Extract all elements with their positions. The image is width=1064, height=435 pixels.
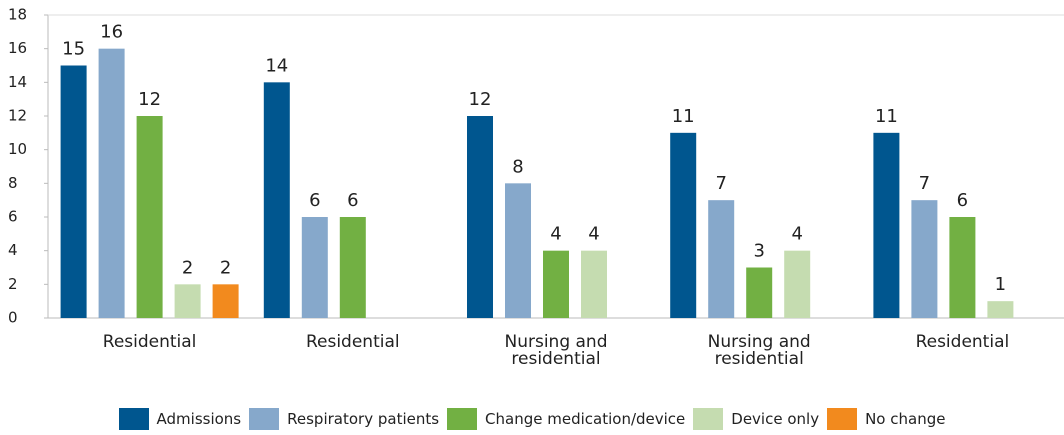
bar [708, 200, 735, 318]
data-label: 12 [469, 89, 492, 110]
y-tick-label: 4 [8, 241, 18, 259]
legend-label: Admissions [156, 410, 242, 428]
data-label: 7 [715, 173, 726, 194]
data-label: 3 [753, 241, 764, 262]
y-tick-label: 18 [8, 6, 27, 24]
legend-swatch [447, 408, 478, 430]
data-label: 14 [265, 55, 288, 76]
bar [174, 284, 201, 318]
data-label: 8 [512, 156, 523, 177]
data-label: 15 [62, 39, 85, 60]
y-tick-label: 10 [8, 140, 27, 158]
legend-item: No change [827, 408, 945, 430]
bar [467, 116, 493, 318]
bar [911, 200, 938, 318]
y-tick-label: 14 [8, 73, 27, 91]
x-tick-label: Residential [915, 332, 1010, 352]
bar [949, 217, 976, 318]
bar [746, 267, 773, 318]
legend-label: Respiratory patients [287, 410, 440, 428]
bar [670, 132, 697, 318]
data-label: 4 [791, 224, 802, 245]
y-tick-label: 6 [8, 208, 18, 226]
bar [339, 217, 366, 318]
legend-item: Device only [693, 408, 819, 430]
x-tick-label: Residential [305, 332, 400, 352]
x-tick-label: Residential [102, 332, 197, 352]
bar [581, 250, 607, 318]
data-label: 12 [138, 89, 161, 110]
data-label: 7 [919, 173, 930, 194]
data-label: 11 [875, 106, 898, 127]
bar [987, 301, 1014, 318]
y-tick-label: 2 [8, 275, 18, 293]
data-label: 2 [182, 257, 193, 278]
bar [301, 217, 328, 318]
x-tick-label: Nursing and residential [707, 332, 811, 369]
data-label: 4 [588, 224, 599, 245]
y-tick-label: 0 [8, 309, 18, 327]
bar [543, 250, 569, 318]
data-label: 4 [550, 224, 561, 245]
legend-label: Device only [731, 410, 820, 428]
bar [784, 250, 811, 318]
bar [873, 132, 900, 318]
legend: Admissions Respiratory patients Change med… [0, 408, 1064, 430]
legend-swatch [827, 408, 858, 430]
y-tick-label: 8 [8, 174, 18, 192]
bar [505, 183, 531, 318]
bar [136, 116, 163, 318]
bar [60, 65, 87, 318]
legend-label: Change medication/device [485, 410, 686, 428]
y-tick-label: 12 [8, 107, 27, 125]
data-label: 2 [220, 257, 231, 278]
legend-swatch [118, 408, 149, 430]
data-label: 16 [100, 22, 123, 43]
data-label: 6 [347, 190, 358, 211]
bar [263, 82, 290, 318]
data-label: 11 [672, 106, 695, 127]
legend-label: No change [865, 410, 946, 428]
y-tick-label: 16 [8, 39, 27, 57]
x-tick-label: Nursing and residential [504, 332, 608, 369]
bar [212, 284, 239, 318]
legend-item: Change medication/device [447, 408, 685, 430]
legend-item: Respiratory patients [249, 408, 439, 430]
legend-item: Admissions [118, 408, 242, 430]
data-label: 6 [957, 190, 968, 211]
legend-swatch [693, 408, 724, 430]
data-label: 6 [309, 190, 320, 211]
data-label: 1 [995, 274, 1006, 295]
bar [98, 48, 125, 319]
legend-swatch [249, 408, 280, 430]
